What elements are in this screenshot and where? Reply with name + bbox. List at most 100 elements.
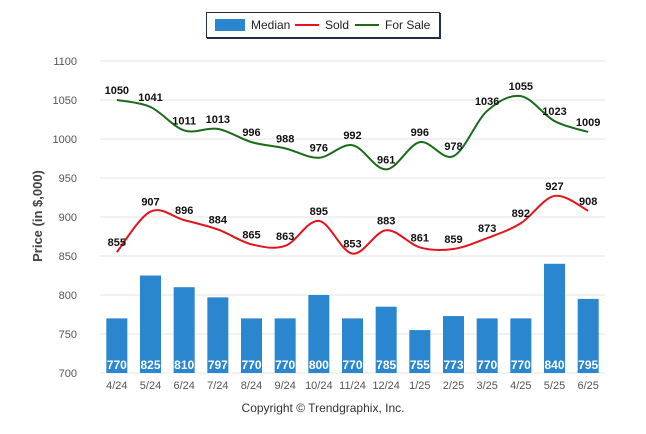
sold-data-label: 908 <box>579 196 597 208</box>
median-bar-label: 770 <box>241 358 261 372</box>
copyright-footer: Copyright © Trendgraphix, Inc. <box>241 401 405 415</box>
median-bar-label: 755 <box>410 358 430 372</box>
x-tick-label: 2/25 <box>443 380 464 392</box>
legend-label-for-sale: For Sale <box>385 18 431 32</box>
sold-data-label: 873 <box>478 223 496 235</box>
median-bar-label: 797 <box>208 358 228 372</box>
median-bar <box>274 318 296 373</box>
sold-data-label: 896 <box>175 205 193 217</box>
median-bar <box>241 318 262 373</box>
x-tick-label: 8/24 <box>241 380 262 392</box>
x-tick-label: 7/24 <box>207 380 228 392</box>
y-tick-label: 950 <box>59 173 77 185</box>
y-tick-labels: 700 750 800 850 900 950 1000 1050 1100 <box>53 56 77 380</box>
for-sale-data-label: 1050 <box>105 85 129 97</box>
median-bar <box>375 306 397 373</box>
median-bar <box>510 318 532 373</box>
median-bar-label: 810 <box>174 358 194 372</box>
for-sale-swatch <box>355 24 379 26</box>
for-sale-data-label: 1036 <box>475 96 499 108</box>
x-tick-label: 6/25 <box>577 380 598 392</box>
sold-data-label: 883 <box>377 215 395 227</box>
median-bar-label: 800 <box>309 358 329 372</box>
median-bar-label: 773 <box>443 358 463 372</box>
legend: Median Sold For Sale <box>206 12 440 38</box>
x-tick-label: 4/24 <box>106 380 127 392</box>
median-bar <box>308 295 330 373</box>
median-bar-label: 770 <box>275 358 295 372</box>
x-tick-label: 5/25 <box>544 380 565 392</box>
y-axis-label: Price (in $,000) <box>30 170 45 262</box>
median-bar <box>544 263 565 373</box>
median-bar <box>207 297 229 373</box>
x-tick-label: 11/24 <box>339 380 366 392</box>
median-bar <box>106 318 128 373</box>
x-tick-labels: 4/24 5/24 6/24 7/24 8/24 9/24 10/24 11/24 12/24 1… <box>106 380 599 392</box>
y-tick-label: 900 <box>59 212 77 224</box>
median-bar <box>140 275 161 373</box>
for-sale-data-label: 976 <box>310 143 328 155</box>
y-tick-label: 1000 <box>53 134 77 146</box>
median-bar <box>476 318 498 373</box>
for-sale-data-label: 988 <box>276 133 294 145</box>
x-tick-label: 12/24 <box>372 380 400 392</box>
legend-label-sold: Sold <box>325 18 350 32</box>
sold-data-label: 855 <box>108 237 126 249</box>
x-tick-label: 9/24 <box>274 380 295 392</box>
for-sale-data-label: 992 <box>343 130 361 142</box>
for-sale-data-label: 978 <box>444 141 462 153</box>
median-bar <box>443 316 464 373</box>
for-sale-data-label: 996 <box>411 127 429 139</box>
legend-item-for-sale: For Sale <box>355 13 430 37</box>
for-sale-data-label: 1041 <box>138 92 162 104</box>
y-tick-label: 1100 <box>53 56 77 68</box>
median-bar-label: 825 <box>140 358 160 372</box>
y-tick-label: 850 <box>59 251 77 263</box>
y-tick-label: 800 <box>59 290 77 302</box>
x-tick-label: 10/24 <box>305 380 333 392</box>
sold-data-label: 859 <box>444 234 462 246</box>
sold-data-label: 861 <box>411 232 429 244</box>
sold-swatch <box>295 24 319 26</box>
x-tick-label: 1/25 <box>409 380 430 392</box>
x-tick-label: 6/24 <box>173 380 194 392</box>
x-tick-label: 5/24 <box>140 380 161 392</box>
sold-data-label: 853 <box>343 239 361 251</box>
x-tick-label: 4/25 <box>510 380 531 392</box>
sold-data-label: 865 <box>242 229 260 241</box>
median-bar-label: 770 <box>511 358 531 372</box>
sold-data-label: 892 <box>512 208 530 220</box>
median-bar-label: 840 <box>544 358 564 372</box>
for-sale-data-label: 1009 <box>576 117 600 129</box>
for-sale-series: 1050 1041 1011 1013 996 988 976 992 961 996 978 103… <box>105 81 600 171</box>
sold-line <box>116 194 589 255</box>
y-tick-label: 1050 <box>53 95 77 107</box>
median-bar <box>577 298 599 373</box>
sold-series: 855 907 896 884 865 863 895 853 883 861 859 873 892 9… <box>108 181 597 255</box>
median-bar-label: 770 <box>107 358 127 372</box>
median-bar-label: 770 <box>342 358 362 372</box>
for-sale-data-label: 1011 <box>172 115 196 127</box>
median-bars <box>106 263 599 373</box>
median-bar-label: 785 <box>376 358 396 372</box>
sold-data-label: 884 <box>209 214 228 226</box>
x-tick-label: 3/25 <box>476 380 497 392</box>
legend-item-median: Median <box>215 13 290 37</box>
y-tick-label: 700 <box>59 368 77 380</box>
for-sale-data-label: 1013 <box>206 114 230 126</box>
for-sale-line <box>116 94 589 171</box>
for-sale-data-label: 1055 <box>509 81 533 93</box>
legend-item-sold: Sold <box>295 13 349 37</box>
median-swatch <box>215 19 245 31</box>
median-bar <box>173 287 195 373</box>
median-bar-label: 770 <box>477 358 497 372</box>
sold-data-label: 907 <box>141 197 159 209</box>
sold-data-label: 863 <box>276 231 294 243</box>
sold-data-label: 927 <box>545 181 563 193</box>
median-bar-labels: 770 825 810 797 770 770 800 770 785 755 773 770 770 8… <box>107 358 599 372</box>
for-sale-data-label: 1023 <box>542 106 566 118</box>
for-sale-data-label: 961 <box>377 154 395 166</box>
y-tick-label: 750 <box>59 329 77 341</box>
legend-label-median: Median <box>251 18 291 32</box>
